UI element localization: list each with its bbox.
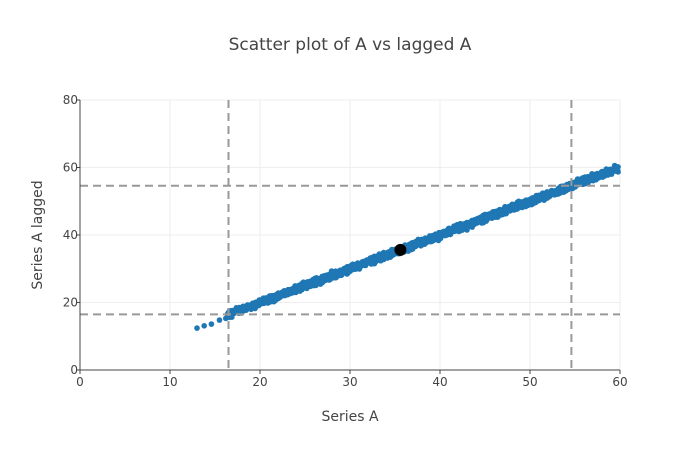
x-axis-title: Series A — [321, 409, 379, 425]
data-point — [537, 195, 544, 201]
x-tick-label: 10 — [162, 375, 177, 389]
data-point — [470, 222, 476, 229]
data-point — [600, 170, 607, 176]
data-point — [525, 202, 531, 209]
data-point — [476, 219, 483, 225]
x-tick-label: 0 — [76, 375, 84, 389]
data-point — [515, 198, 522, 205]
data-point — [605, 170, 611, 177]
axes — [76, 99, 621, 374]
data-point — [595, 173, 601, 180]
y-tick-label: 0 — [70, 363, 78, 377]
data-point — [348, 262, 355, 269]
data-point — [341, 268, 348, 275]
data-point — [353, 263, 360, 269]
data-point — [334, 270, 340, 276]
x-tick-label: 40 — [432, 375, 447, 389]
y-tick-label: 80 — [63, 93, 78, 107]
data-point — [235, 306, 242, 313]
data-point — [557, 190, 563, 196]
data-point — [328, 268, 335, 274]
data-point — [504, 208, 510, 214]
data-point — [231, 309, 237, 315]
y-tick-label: 40 — [63, 228, 78, 242]
data-point — [277, 292, 284, 298]
data-point — [448, 228, 455, 234]
data-point — [257, 300, 264, 307]
y-tick-label: 60 — [63, 161, 78, 175]
data-point — [305, 283, 312, 290]
data-point — [216, 317, 223, 323]
data-point — [283, 288, 289, 295]
data-point — [551, 191, 558, 197]
data-point — [429, 237, 435, 243]
y-tick-label: 20 — [63, 296, 78, 310]
data-point — [264, 297, 271, 304]
highlight-point — [394, 243, 407, 256]
tick-labels: 0 10 20 30 40 50 60 0 20 40 60 80 — [63, 93, 628, 389]
data-point — [442, 232, 449, 239]
data-point — [324, 276, 330, 282]
y-axis-title: Series A lagged — [30, 180, 46, 289]
data-point — [347, 268, 353, 274]
data-point — [429, 232, 436, 239]
data-point — [613, 165, 619, 171]
data-point — [390, 249, 396, 255]
data-point — [319, 279, 326, 286]
data-point — [194, 325, 200, 331]
data-point — [493, 211, 500, 218]
data-point — [252, 301, 259, 307]
data-point — [201, 323, 207, 329]
data-point — [419, 238, 426, 245]
data-point — [366, 259, 373, 266]
data-point — [458, 223, 464, 230]
data-point — [435, 232, 442, 238]
data-point — [319, 273, 326, 280]
data-point — [478, 214, 485, 221]
data-point — [208, 321, 215, 327]
data-point — [313, 279, 320, 286]
data-point — [296, 287, 302, 294]
reference-lines — [80, 100, 620, 370]
x-tick-label: 50 — [522, 375, 537, 389]
data-point — [532, 196, 538, 203]
data-point — [296, 282, 302, 289]
x-tick-label: 30 — [342, 375, 357, 389]
data-point — [374, 255, 381, 262]
x-tick-label: 60 — [612, 375, 627, 389]
scatter-points — [194, 162, 621, 331]
data-point — [588, 175, 595, 182]
data-point — [486, 213, 493, 219]
data-point — [384, 252, 390, 258]
x-tick-label: 20 — [252, 375, 267, 389]
data-point — [247, 302, 254, 309]
data-point — [338, 272, 344, 279]
chart-title: Scatter plot of A vs lagged A — [229, 35, 472, 55]
grid — [80, 99, 621, 370]
data-point — [582, 175, 588, 181]
data-point — [242, 306, 248, 312]
data-point — [520, 202, 526, 209]
data-point — [509, 202, 515, 208]
data-point — [273, 295, 280, 301]
